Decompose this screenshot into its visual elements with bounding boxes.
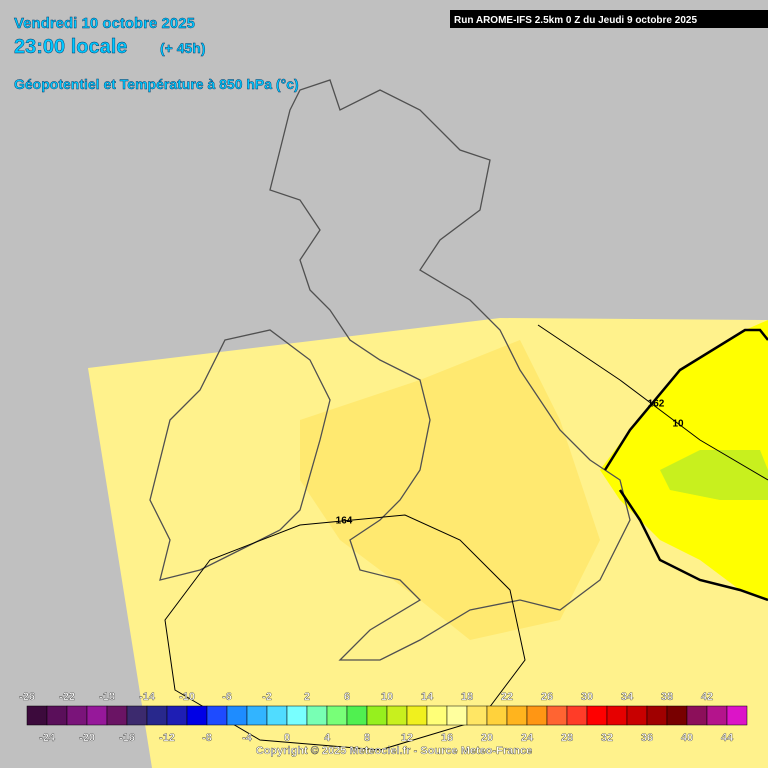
legend-swatch: [86, 705, 108, 726]
legend: -26-24-22-20-18-16-14-12-10-8-6-4-202468…: [19, 691, 748, 744]
legend-label: 44: [721, 732, 734, 744]
legend-label: -20: [79, 732, 95, 744]
legend-label: 34: [621, 691, 634, 703]
legend-label: 26: [541, 691, 553, 703]
legend-swatch: [726, 705, 748, 726]
legend-swatch: [626, 705, 648, 726]
legend-label: 8: [364, 732, 370, 744]
legend-swatch: [526, 705, 548, 726]
legend-label: 12: [401, 732, 413, 744]
copyright: Copyright © 2025 Meteociel.fr - Source M…: [256, 745, 532, 757]
legend-label: 38: [661, 691, 673, 703]
legend-swatch: [706, 705, 728, 726]
legend-swatch: [206, 705, 228, 726]
legend-label: -22: [59, 691, 75, 703]
legend-swatch: [466, 705, 488, 726]
contour-label: 162: [648, 399, 665, 410]
legend-label: 14: [421, 691, 434, 703]
legend-swatch: [106, 705, 128, 726]
legend-label: -18: [99, 691, 115, 703]
legend-swatch: [386, 705, 408, 726]
legend-label: 40: [681, 732, 693, 744]
legend-swatch: [486, 705, 508, 726]
warm-area: [300, 340, 600, 640]
legend-swatch: [126, 705, 148, 726]
legend-label: 10: [381, 691, 393, 703]
legend-swatch: [266, 705, 288, 726]
legend-swatch: [586, 705, 608, 726]
legend-label: 18: [461, 691, 473, 703]
legend-swatch: [506, 705, 528, 726]
legend-label: 30: [581, 691, 593, 703]
legend-swatch: [246, 705, 268, 726]
legend-label: 6: [344, 691, 350, 703]
legend-label: 28: [561, 732, 573, 744]
contour-label: 10: [672, 419, 684, 430]
legend-swatch: [346, 705, 368, 726]
legend-label: -2: [262, 691, 272, 703]
legend-label: 22: [501, 691, 513, 703]
lead-time: (+ 45h): [160, 40, 206, 56]
legend-label: -4: [242, 732, 253, 744]
date: Vendredi 10 octobre 2025: [14, 15, 195, 32]
legend-label: 16: [441, 732, 453, 744]
subtitle: Géopotentiel et Température à 850 hPa (°…: [14, 76, 299, 92]
legend-label: 4: [324, 732, 331, 744]
legend-swatch: [46, 705, 68, 726]
legend-label: 24: [521, 732, 534, 744]
legend-swatch: [546, 705, 568, 726]
contour-line: [164, 514, 526, 751]
legend-label: 0: [284, 732, 290, 744]
legend-swatch: [226, 705, 248, 726]
legend-label: -8: [202, 732, 212, 744]
legend-label: 2: [304, 691, 310, 703]
legend-swatch: [166, 705, 188, 726]
coastline-gb: [269, 79, 631, 661]
legend-label: -16: [119, 732, 135, 744]
legend-swatch: [286, 705, 308, 726]
legend-label: -12: [159, 732, 175, 744]
run-info: Run AROME-IFS 2.5km 0 Z du Jeudi 9 octob…: [454, 15, 697, 26]
contour-line: [537, 324, 768, 481]
legend-label: 42: [701, 691, 713, 703]
contour-label: 164: [336, 516, 353, 527]
coastline-continent: [618, 489, 768, 602]
legend-label: 20: [481, 732, 493, 744]
time: 23:00 locale: [14, 36, 127, 58]
legend-swatch: [186, 705, 208, 726]
legend-label: 36: [641, 732, 653, 744]
legend-swatch: [426, 705, 448, 726]
legend-swatch: [26, 705, 48, 726]
legend-swatch: [366, 705, 388, 726]
run-box: [450, 10, 768, 28]
legend-label: -6: [222, 691, 232, 703]
legend-swatch: [406, 705, 428, 726]
legend-swatch: [66, 705, 88, 726]
coastline-ireland: [149, 329, 331, 581]
legend-swatch: [646, 705, 668, 726]
legend-swatch: [666, 705, 688, 726]
legend-swatch: [326, 705, 348, 726]
legend-label: -26: [19, 691, 35, 703]
legend-label: -24: [39, 732, 56, 744]
legend-swatch: [566, 705, 588, 726]
legend-swatch: [146, 705, 168, 726]
coastline-continent: [603, 328, 768, 471]
legend-swatch: [606, 705, 628, 726]
legend-label: -10: [179, 691, 195, 703]
legend-swatch: [446, 705, 468, 726]
legend-swatch: [686, 705, 708, 726]
legend-swatch: [306, 705, 328, 726]
green-area: [660, 450, 768, 500]
legend-label: 32: [601, 732, 613, 744]
legend-label: -14: [139, 691, 156, 703]
